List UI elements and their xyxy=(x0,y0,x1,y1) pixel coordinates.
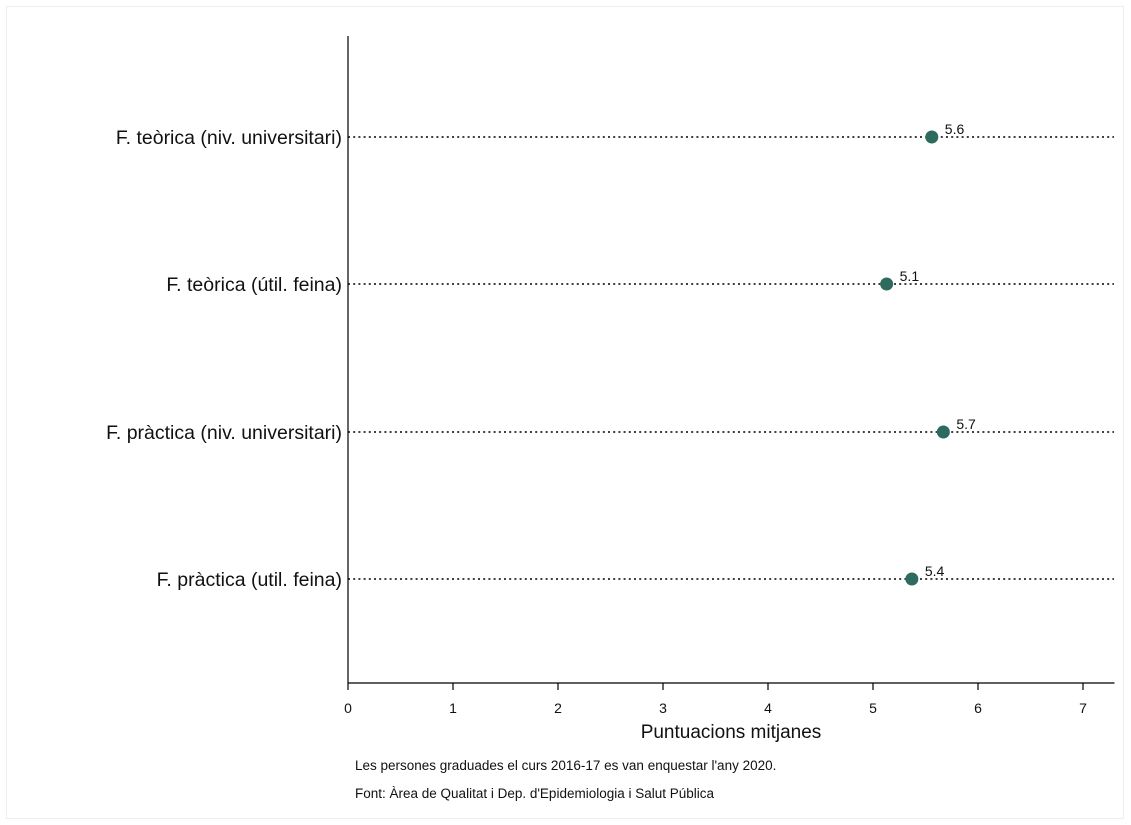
chart-frame xyxy=(6,6,1124,819)
category-label-1: F. teòrica (útil. feina) xyxy=(166,274,342,296)
x-tick-label-1: 1 xyxy=(449,700,457,716)
data-point-2 xyxy=(936,425,950,439)
data-point-1 xyxy=(880,277,894,291)
data-label-1: 5.1 xyxy=(900,268,920,284)
category-label-0: F. teòrica (niv. universitari) xyxy=(116,127,342,149)
source-note: Font: Àrea de Qualitat i Dep. d'Epidemio… xyxy=(355,786,715,801)
data-label-3: 5.4 xyxy=(925,563,945,579)
x-tick-label-6: 6 xyxy=(974,700,982,716)
data-point-3 xyxy=(905,572,919,586)
category-label-2: F. pràctica (niv. universitari) xyxy=(106,422,342,444)
chart-notes: Les persones graduades el curs 2016-17 e… xyxy=(355,752,776,808)
x-tick-label-7: 7 xyxy=(1079,700,1087,716)
data-point-0 xyxy=(925,130,939,144)
x-tick-label-5: 5 xyxy=(869,700,877,716)
x-tick-label-0: 0 xyxy=(344,700,352,716)
x-tick-label-2: 2 xyxy=(554,700,562,716)
data-label-0: 5.6 xyxy=(945,121,965,137)
x-tick-label-4: 4 xyxy=(764,700,772,716)
x-tick-label-3: 3 xyxy=(659,700,667,716)
category-label-3: F. pràctica (util. feina) xyxy=(157,569,342,591)
x-axis-title: Puntuacions mitjanes xyxy=(641,722,822,743)
data-label-2: 5.7 xyxy=(956,416,976,432)
survey-note: Les persones graduades el curs 2016-17 e… xyxy=(355,758,777,773)
